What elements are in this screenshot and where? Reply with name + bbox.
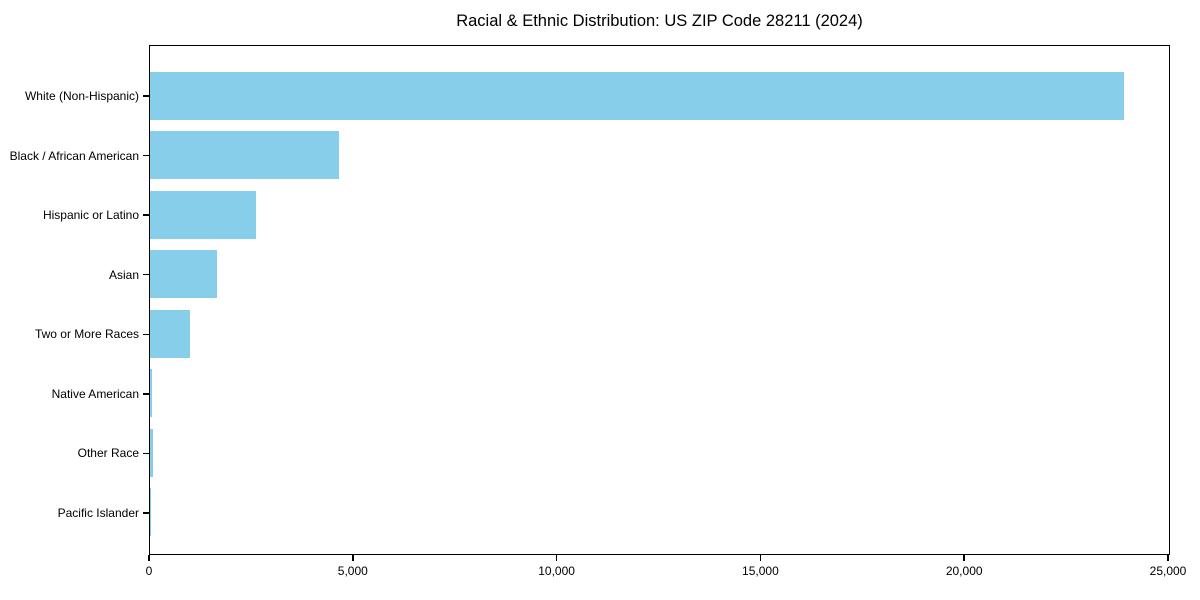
y-tick-black-african-american [143,154,149,157]
y-tick-label-other-race: Other Race [77,446,139,461]
x-tick-0 [148,555,150,561]
x-tick-label-25-000: 25,000 [1149,564,1187,578]
x-tick-25-000 [1167,555,1169,561]
chart-title: Racial & Ethnic Distribution: US ZIP Cod… [456,12,863,30]
x-tick-label-20-000: 20,000 [945,564,983,578]
x-tick-label-15-000: 15,000 [742,564,779,578]
bar-hispanic-or-latino [150,190,256,239]
y-tick-label-native-american: Native American [51,386,139,401]
y-tick-label-black-african-american: Black / African American [9,148,139,163]
plot-area [149,45,1170,555]
y-tick-label-hispanic-or-latino: Hispanic or Latino [42,208,139,223]
y-tick-native-american [143,393,149,395]
y-tick-white-non-hispanic [143,95,149,97]
x-tick-label-5-000: 5,000 [337,564,368,578]
x-tick-10-000 [555,555,558,561]
x-tick-label-0: 0 [145,564,153,578]
y-tick-label-white-non-hispanic: White (Non-Hispanic) [24,89,139,103]
bar-native-american [150,369,153,418]
bar-black-african-american [150,131,340,180]
x-tick-20-000 [963,555,965,561]
bar-asian [150,250,218,299]
x-tick-15-000 [759,555,762,561]
y-tick-two-or-more-races [143,333,149,336]
x-tick-5-000 [352,555,354,561]
y-tick-label-two-or-more-races: Two or More Races [34,327,139,342]
y-tick-hispanic-or-latino [143,214,149,216]
y-tick-asian [143,273,149,276]
y-tick-label-pacific-islander: Pacific Islander [57,505,139,520]
y-tick-label-asian: Asian [108,267,139,282]
y-tick-pacific-islander [143,512,149,514]
y-tick-other-race [143,452,149,455]
bar-two-or-more-races [150,309,190,358]
bar-other-race [150,428,154,477]
bar-white-non-hispanic [150,71,1124,120]
bar-pacific-islander [150,488,151,537]
x-tick-label-10-000: 10,000 [538,564,575,578]
